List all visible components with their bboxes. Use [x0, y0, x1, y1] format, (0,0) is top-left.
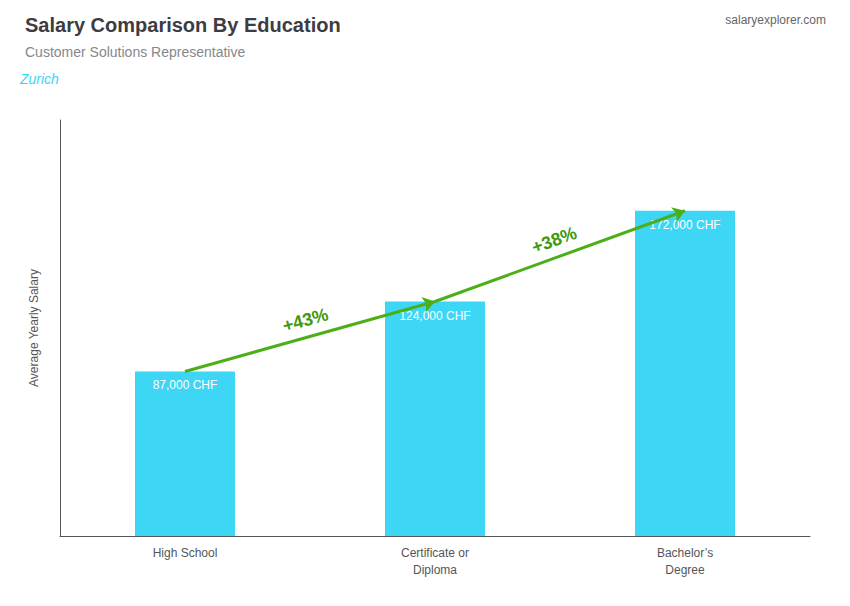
svg-text:High School: High School	[153, 546, 218, 560]
svg-text:+43%: +43%	[280, 304, 330, 336]
svg-text:Bachelor’s: Bachelor’s	[657, 546, 713, 560]
svg-text:Average Yearly Salary: Average Yearly Salary	[27, 269, 41, 387]
svg-text:Zurich: Zurich	[19, 71, 59, 87]
svg-text:172,000 CHF: 172,000 CHF	[649, 217, 721, 232]
svg-text:124,000 CHF: 124,000 CHF	[399, 309, 470, 323]
svg-text:Certificate or: Certificate or	[401, 546, 469, 560]
svg-text:87,000 CHF: 87,000 CHF	[153, 378, 218, 392]
svg-text:Salary Comparison By Education: Salary Comparison By Education	[25, 14, 341, 36]
svg-text:Customer Solutions Representat: Customer Solutions Representative	[25, 44, 245, 60]
svg-text:+38%: +38%	[529, 223, 580, 258]
svg-text:Diploma: Diploma	[413, 563, 457, 577]
svg-text:Degree: Degree	[665, 563, 705, 577]
svg-text:salaryexplorer.com: salaryexplorer.com	[725, 13, 826, 27]
